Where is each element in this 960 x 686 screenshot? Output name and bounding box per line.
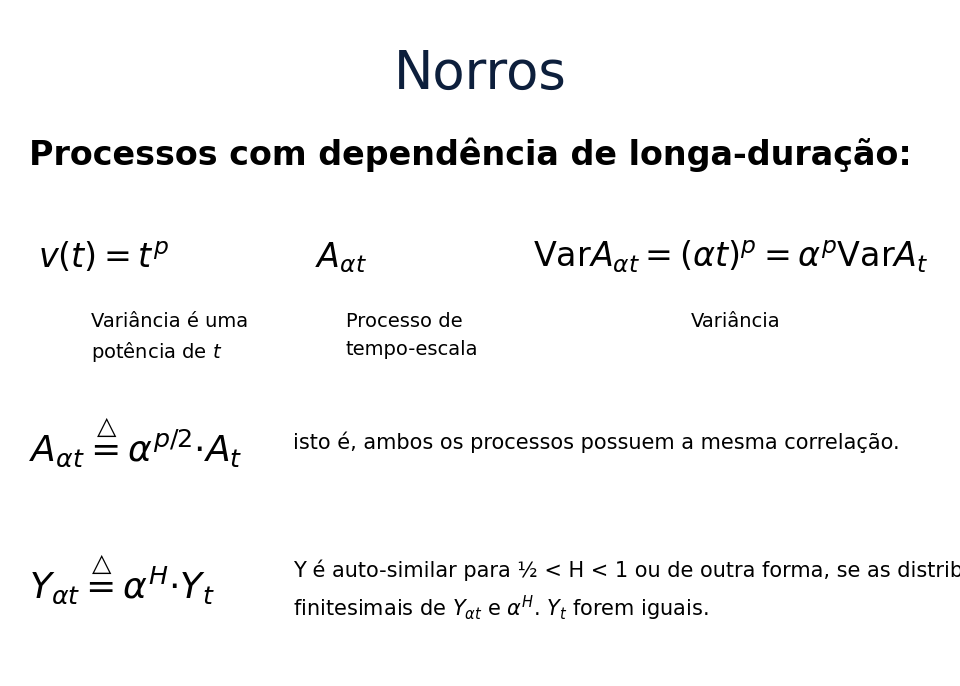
Text: tempo-escala: tempo-escala: [346, 340, 478, 359]
Text: potência de $t$: potência de $t$: [91, 340, 223, 364]
Text: finitesimais de $Y_{\alpha t}$ e $\alpha^H$. $Y_t$ forem iguais.: finitesimais de $Y_{\alpha t}$ e $\alpha…: [293, 593, 708, 623]
Text: $\mathrm{Var}A_{\alpha t} = (\alpha t)^p = \alpha^p \mathrm{Var}A_t$: $\mathrm{Var}A_{\alpha t} = (\alpha t)^p…: [533, 239, 928, 275]
Text: Processo de: Processo de: [346, 312, 462, 331]
Text: $A_{\alpha t} \overset{\triangle}{=} \alpha^{p/2} {\cdot} A_t$: $A_{\alpha t} \overset{\triangle}{=} \al…: [29, 416, 243, 469]
Text: isto é, ambos os processos possuem a mesma correlação.: isto é, ambos os processos possuem a mes…: [293, 431, 900, 453]
Text: Variância: Variância: [691, 312, 780, 331]
Text: $A_{\alpha t}$: $A_{\alpha t}$: [315, 240, 367, 274]
Text: $v(t) = t^p$: $v(t) = t^p$: [38, 240, 169, 274]
Text: $Y_{\alpha t} \overset{\triangle}{=} \alpha^H {\cdot} Y_t$: $Y_{\alpha t} \overset{\triangle}{=} \al…: [29, 554, 214, 606]
Text: Y é auto-similar para ½ < H < 1 ou de outra forma, se as distribuições: Y é auto-similar para ½ < H < 1 ou de ou…: [293, 559, 960, 580]
Text: Variância é uma: Variância é uma: [91, 312, 249, 331]
Text: Processos com dependência de longa-duração:: Processos com dependência de longa-duraç…: [29, 137, 912, 172]
Text: Norros: Norros: [394, 48, 566, 100]
